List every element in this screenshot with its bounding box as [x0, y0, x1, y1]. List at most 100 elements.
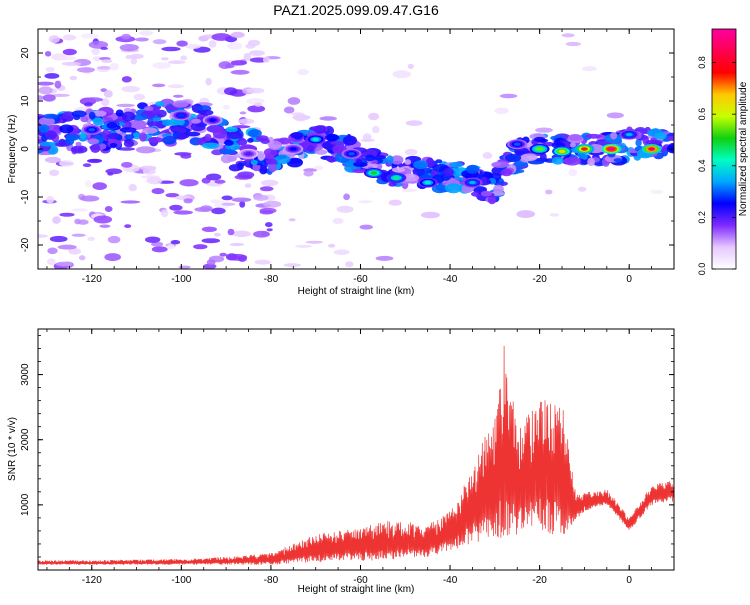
colorbar-scale [711, 28, 737, 270]
spectrogram-noise-blob [205, 173, 222, 181]
spectrogram-ridge-blob [390, 155, 404, 165]
spectrogram-ridge-blob [260, 138, 270, 145]
spectrogram-noise-blob [244, 183, 252, 189]
spectrogram-noise-blob [117, 147, 135, 151]
spectrogram-ridge-blob [551, 156, 564, 165]
spectrogram-peak [289, 147, 297, 151]
spectrogram-cells [38, 30, 674, 269]
spectrogram-noise-blob [234, 174, 253, 180]
spectrogram-noise-blob [152, 62, 171, 69]
spectrogram-ridge-blob [500, 168, 513, 177]
spectrogram-ridge-blob [448, 161, 464, 168]
spectrogram-noise-blob [249, 50, 265, 56]
spectrogram-noise-blob [44, 156, 62, 163]
spectrogram-noise-blob [100, 46, 108, 50]
spectrogram-noise-blob [49, 235, 68, 243]
spectrogram-noise-blob [109, 62, 120, 71]
spectrogram-ridge-blob [666, 136, 674, 141]
spectrogram-ridge-blob [435, 159, 443, 164]
spectrogram-ridge-blob [404, 159, 412, 165]
spectrogram-noise-blob [606, 112, 624, 119]
spectrogram-noise-blob [176, 40, 188, 47]
spectrogram-ridge-blob [146, 121, 163, 127]
spectrogram-noise-blob [305, 240, 323, 244]
spectrogram-noise-blob [545, 189, 553, 195]
spectrogram-noise-blob [208, 40, 217, 48]
y-tick-label: 0 [20, 146, 31, 152]
spectrogram-plot-area [38, 30, 674, 269]
spectrogram-peak [392, 176, 400, 180]
spectrogram-noise-blob [246, 87, 265, 94]
spectrogram-noise-blob [173, 94, 184, 98]
spectrogram-ridge-blob [142, 127, 158, 134]
spectrogram-noise-blob [359, 224, 373, 230]
spectrogram-ridge-blob [147, 137, 164, 143]
spectrogram-ridge-blob [413, 160, 429, 170]
spectrogram-noise-blob [253, 194, 269, 201]
spectrogram-ridge-blob [613, 158, 624, 163]
spectrogram-noise-blob [221, 195, 233, 201]
spectrogram-noise-blob [482, 152, 493, 159]
spectrogram-ridge-blob [220, 154, 233, 164]
spectrogram-noise-blob [121, 161, 133, 168]
spectrogram-noise-blob [201, 238, 220, 244]
spectrogram-noise-blob [247, 105, 266, 113]
spectrogram-noise-blob [343, 193, 350, 201]
spectrogram-ridge-blob [115, 109, 124, 117]
spectrogram-ridge-blob [228, 164, 242, 172]
colorbar-tick-label: 0.8 [697, 56, 707, 69]
colorbar-tick-label: 0.2 [697, 211, 707, 224]
spectrogram-noise-blob [165, 193, 180, 198]
spectrogram-noise-blob [295, 244, 312, 248]
spectrogram-noise-blob [161, 46, 181, 52]
spectrogram-noise-blob [42, 94, 56, 102]
spectrogram-ridge-blob [306, 145, 315, 153]
spectrogram-noise-blob [146, 176, 163, 185]
spectrogram-noise-blob [133, 93, 146, 101]
spectrogram-noise-blob [51, 93, 70, 97]
spectrogram-ridge-blob [520, 153, 538, 162]
spectrogram-noise-blob [55, 261, 73, 267]
spectrogram-noise-blob [103, 90, 113, 98]
spectrogram-noise-blob [83, 102, 93, 107]
spectrogram-noise-blob [568, 168, 578, 177]
spectrogram-ridge-blob [138, 132, 147, 142]
spectrogram-noise-blob [362, 133, 372, 141]
spectrogram-noise-blob [293, 113, 308, 122]
spectrogram-noise-blob [167, 84, 184, 89]
spectrogram-peak [558, 149, 566, 154]
spectrogram-ridge-blob [121, 111, 136, 122]
spectrogram-noise-blob [372, 125, 380, 134]
spectrogram-ridge-blob [314, 149, 328, 155]
spectrogram-ridge-blob [610, 132, 618, 140]
spectrogram-ridge-blob [124, 134, 135, 140]
spectrogram-noise-blob [283, 263, 302, 267]
spectrogram-noise-blob [243, 53, 252, 61]
spectrogram-noise-blob [388, 199, 402, 206]
colorbar-tick-label: 0.6 [697, 108, 707, 121]
spectrogram-ridge-blob [225, 126, 238, 133]
spectrogram-noise-blob [392, 70, 412, 79]
spectrogram-noise-blob [69, 75, 78, 81]
spectrogram-ridge-blob [533, 136, 546, 142]
spectrogram-peak [312, 137, 320, 142]
spectrogram-ridge-blob [128, 119, 147, 130]
spectrogram-ridge-blob [480, 190, 493, 197]
spectrogram-noise-blob [581, 66, 597, 72]
snr-frame [37, 328, 675, 571]
spectrogram-noise-blob [87, 236, 95, 241]
spectrogram-ridge-blob [44, 130, 57, 140]
spectrogram-x-label: Height of straight line (km) [298, 286, 415, 297]
spectrogram-ridge-blob [654, 132, 667, 140]
colorbar-tick-label: 0.4 [697, 160, 707, 173]
y-tick-label: -10 [20, 189, 31, 204]
spectrogram-ridge-blob [514, 147, 530, 156]
snr-series-line [38, 345, 674, 565]
y-tick-label: 3000 [20, 363, 31, 386]
spectrogram-ridge-blob [42, 113, 59, 119]
spectrogram-ridge-blob [567, 134, 583, 141]
spectrogram-noise-blob [261, 179, 279, 187]
spectrogram-noise-blob [314, 165, 324, 170]
spectrogram-peak [625, 132, 633, 137]
